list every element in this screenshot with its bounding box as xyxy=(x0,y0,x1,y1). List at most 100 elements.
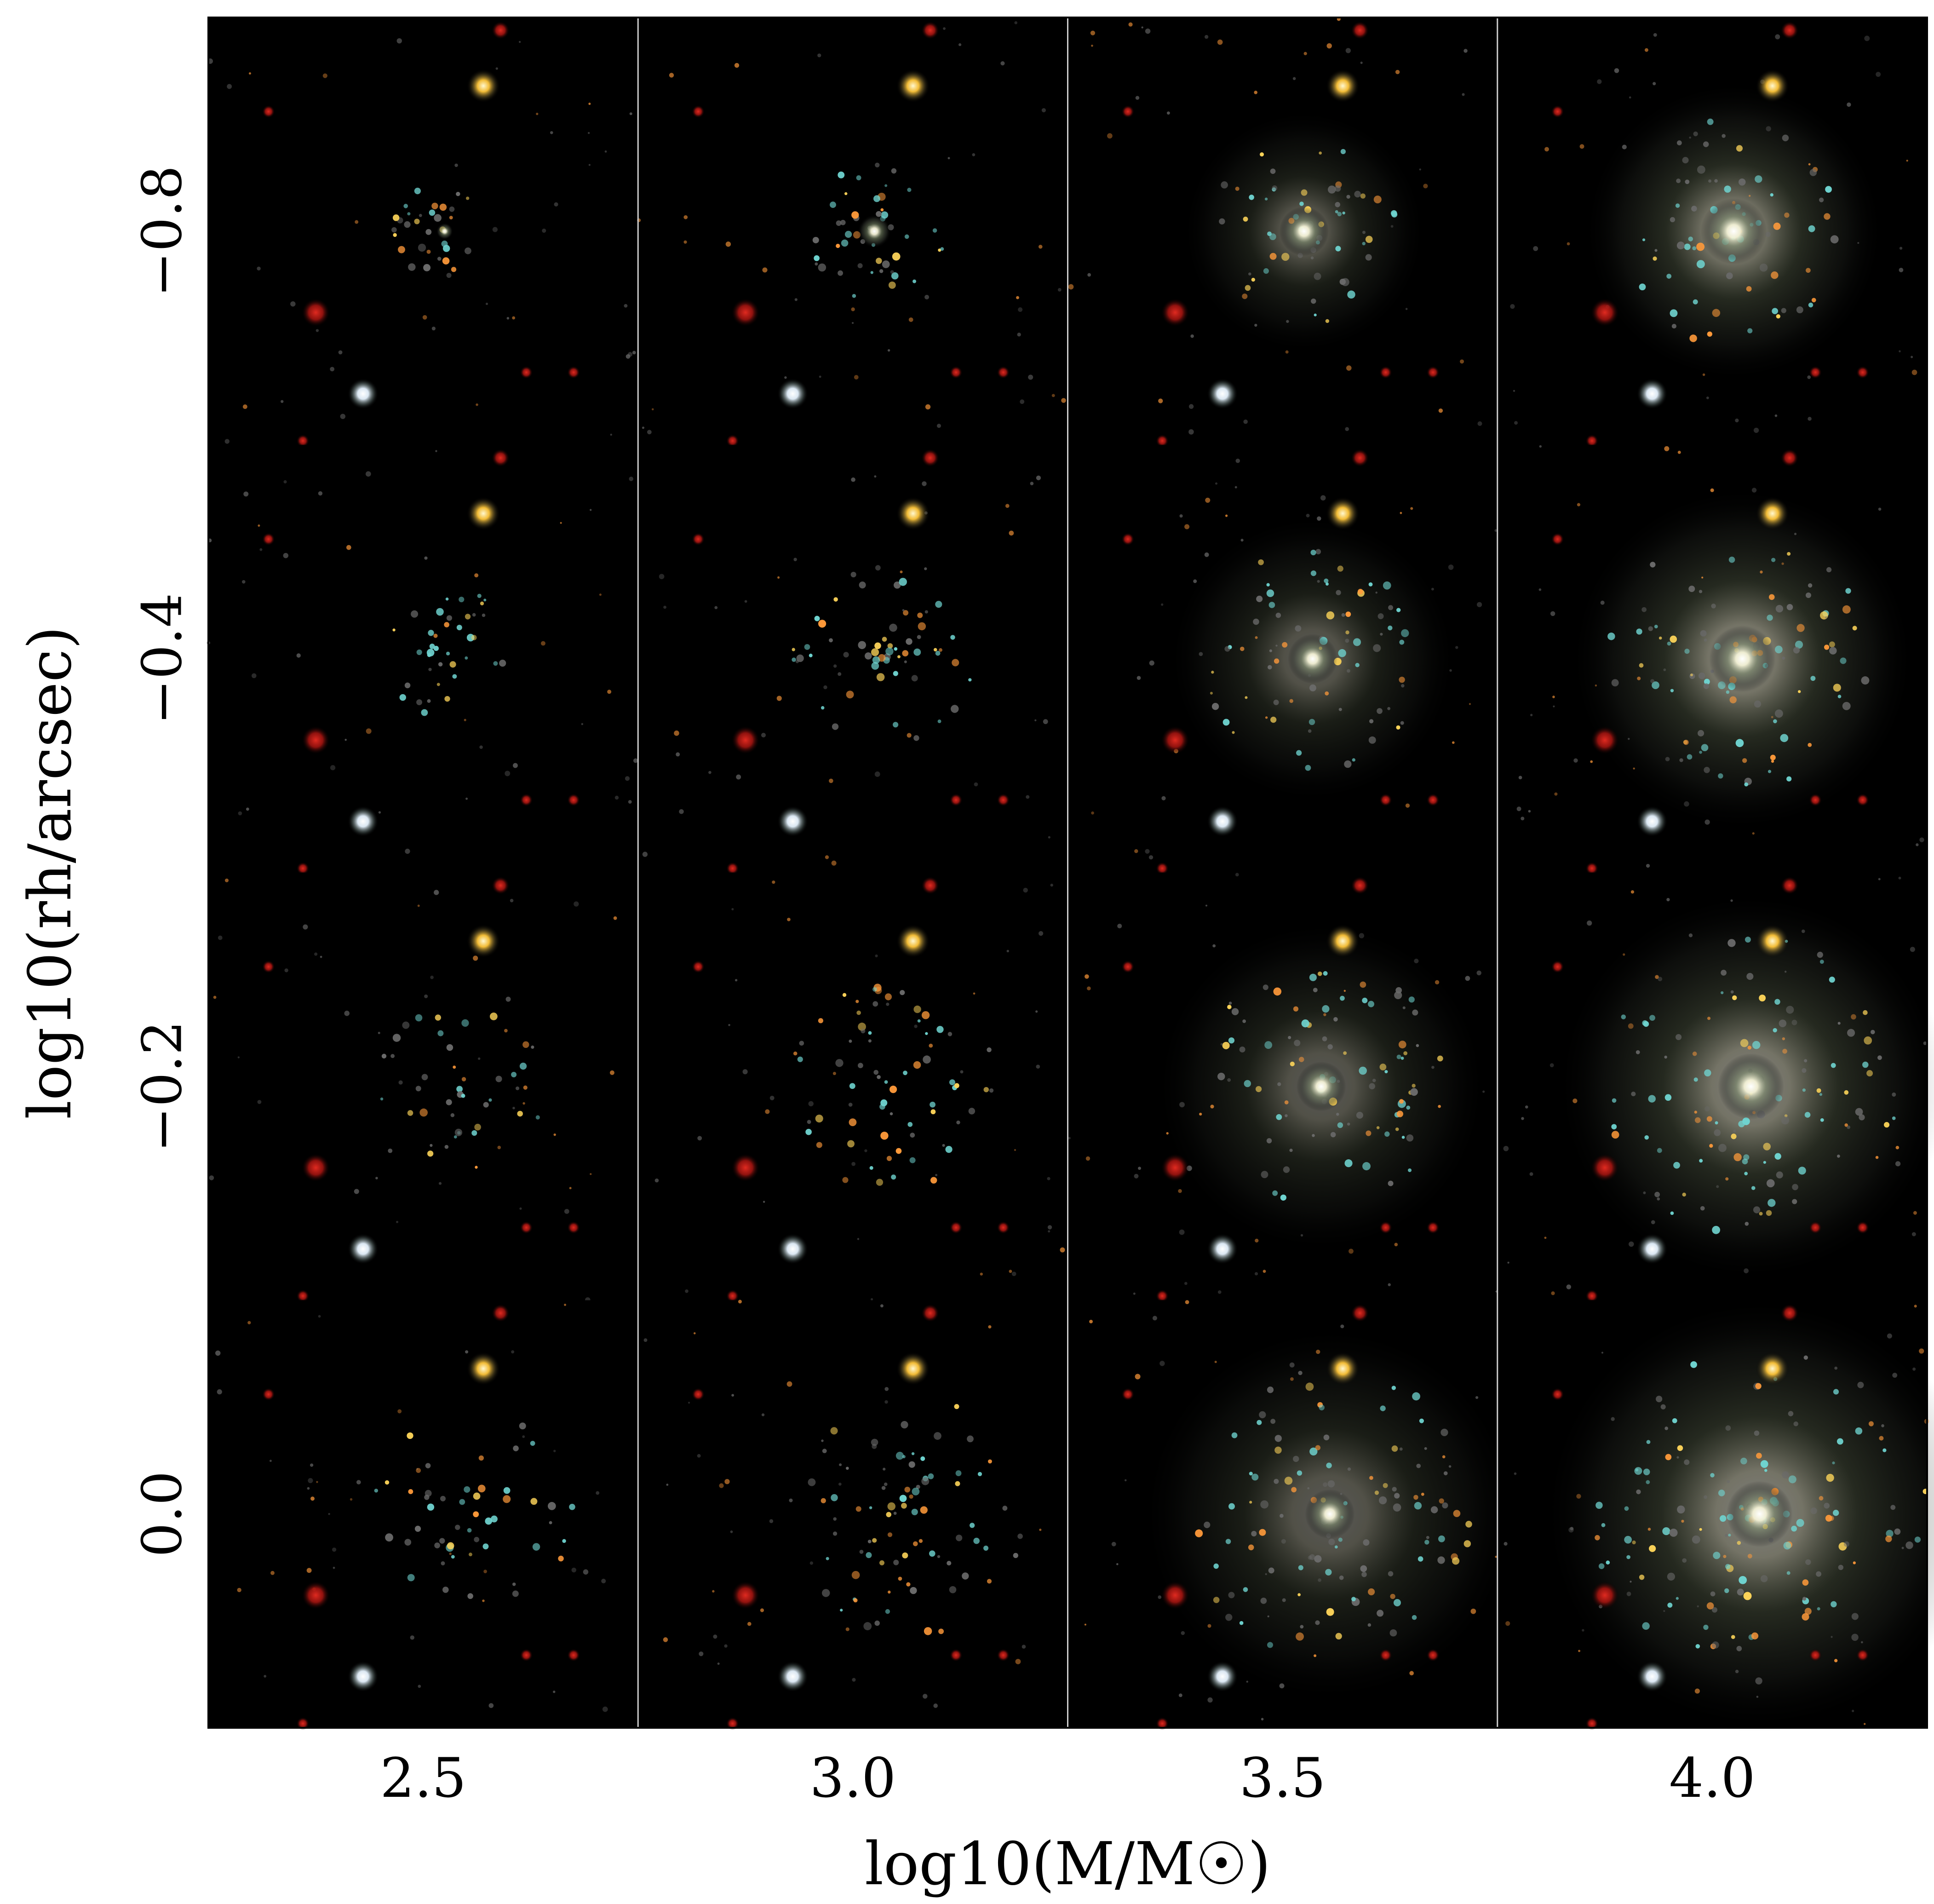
cluster-star xyxy=(899,578,907,586)
cluster-star xyxy=(1410,1088,1418,1096)
cluster-star xyxy=(1679,758,1683,762)
field-speck xyxy=(512,1106,515,1110)
cluster-star xyxy=(1210,691,1213,695)
field-speck xyxy=(209,1175,214,1180)
field-speck xyxy=(434,890,439,895)
field-speck xyxy=(519,1207,522,1210)
cluster-star xyxy=(1308,719,1315,725)
cluster-star xyxy=(1644,1135,1649,1140)
cluster-star xyxy=(1805,592,1811,598)
cluster-star xyxy=(1671,323,1676,329)
cluster-star xyxy=(900,570,903,574)
cluster-star xyxy=(1657,1148,1662,1153)
cluster-star xyxy=(1816,1088,1821,1093)
cluster-star xyxy=(1764,1469,1768,1472)
cluster-star xyxy=(1401,684,1405,688)
field-speck xyxy=(936,424,941,428)
cluster-star xyxy=(1388,625,1393,631)
field-speck xyxy=(1159,1361,1165,1366)
field-speck xyxy=(874,475,877,478)
field-speck xyxy=(851,1162,856,1166)
field-speck xyxy=(855,1000,859,1003)
cluster-star xyxy=(1277,1082,1281,1086)
cluster-star xyxy=(1832,1509,1839,1516)
field-speck xyxy=(1038,931,1044,936)
field-speck xyxy=(340,414,346,419)
cluster-star xyxy=(392,628,396,632)
field-speck xyxy=(332,1547,337,1552)
cluster-star xyxy=(1751,1186,1756,1190)
cluster-star xyxy=(918,622,926,631)
cluster-star xyxy=(474,1536,480,1542)
field-speck xyxy=(248,72,251,75)
cluster-star xyxy=(885,647,894,656)
cluster-star xyxy=(499,659,506,667)
field-speck xyxy=(1630,1581,1632,1583)
field-speck xyxy=(246,807,249,811)
cluster-star xyxy=(1598,1563,1605,1569)
cluster-star xyxy=(885,1609,890,1614)
cluster-star xyxy=(1368,736,1376,744)
cluster-star xyxy=(890,1112,893,1116)
cluster-star xyxy=(447,1542,454,1550)
cluster-star xyxy=(485,1517,493,1525)
cluster-star xyxy=(873,195,880,202)
field-speck xyxy=(1272,185,1278,191)
field-speck xyxy=(787,918,791,921)
field-speck xyxy=(1227,1078,1231,1082)
field-speck xyxy=(1861,1641,1863,1644)
cluster-star xyxy=(1738,178,1746,186)
field-speck xyxy=(1246,1680,1248,1683)
field-speck xyxy=(1629,96,1631,99)
field-speck xyxy=(505,996,511,1002)
cluster-star xyxy=(1369,1476,1373,1480)
cluster-star xyxy=(1811,298,1816,303)
field-speck xyxy=(914,1024,918,1028)
field-speck xyxy=(943,27,946,30)
cluster-star xyxy=(1261,1171,1268,1179)
cluster-star xyxy=(1284,1477,1293,1485)
cluster-star xyxy=(1689,334,1697,342)
cluster-star xyxy=(1335,246,1341,252)
cluster-star xyxy=(1744,782,1749,787)
cluster-star xyxy=(1217,1072,1225,1081)
field-speck xyxy=(789,1498,793,1502)
cluster-star xyxy=(918,1539,923,1543)
field-speck xyxy=(316,329,319,332)
cluster-star xyxy=(398,246,405,253)
cluster-star xyxy=(949,1079,955,1086)
cluster-star xyxy=(451,267,457,272)
cluster-star xyxy=(1766,1210,1772,1216)
field-speck xyxy=(1553,705,1555,708)
cluster-core xyxy=(436,223,453,240)
field-speck xyxy=(1275,644,1278,647)
cluster-star xyxy=(1824,644,1830,650)
field-speck xyxy=(809,1561,814,1565)
cluster-star xyxy=(835,1059,844,1067)
cluster-star xyxy=(945,1145,953,1153)
cluster-star xyxy=(456,1086,463,1093)
cluster-star xyxy=(427,1503,435,1511)
cluster-star xyxy=(947,1032,953,1036)
cluster-star xyxy=(1759,1212,1763,1216)
cluster-star xyxy=(490,1515,498,1523)
field-speck xyxy=(1286,320,1289,323)
cluster-star xyxy=(1228,1503,1235,1510)
cluster-star xyxy=(1399,676,1405,683)
panel-background xyxy=(638,1300,1068,1728)
field-star xyxy=(731,726,760,754)
field-speck xyxy=(1651,1220,1655,1225)
cluster-star xyxy=(856,175,861,180)
cluster-star xyxy=(857,1063,863,1069)
cluster-star xyxy=(840,1609,843,1612)
cluster-star xyxy=(1914,1536,1921,1543)
cluster-star xyxy=(1283,1166,1290,1173)
cluster-star xyxy=(1347,1122,1350,1126)
field-star xyxy=(301,1581,330,1610)
cluster-star xyxy=(1676,178,1681,184)
field-speck xyxy=(829,778,833,783)
cluster-star xyxy=(1360,193,1366,199)
field-speck xyxy=(825,855,829,859)
cluster-core xyxy=(1717,1053,1784,1120)
cluster-star xyxy=(436,683,440,686)
